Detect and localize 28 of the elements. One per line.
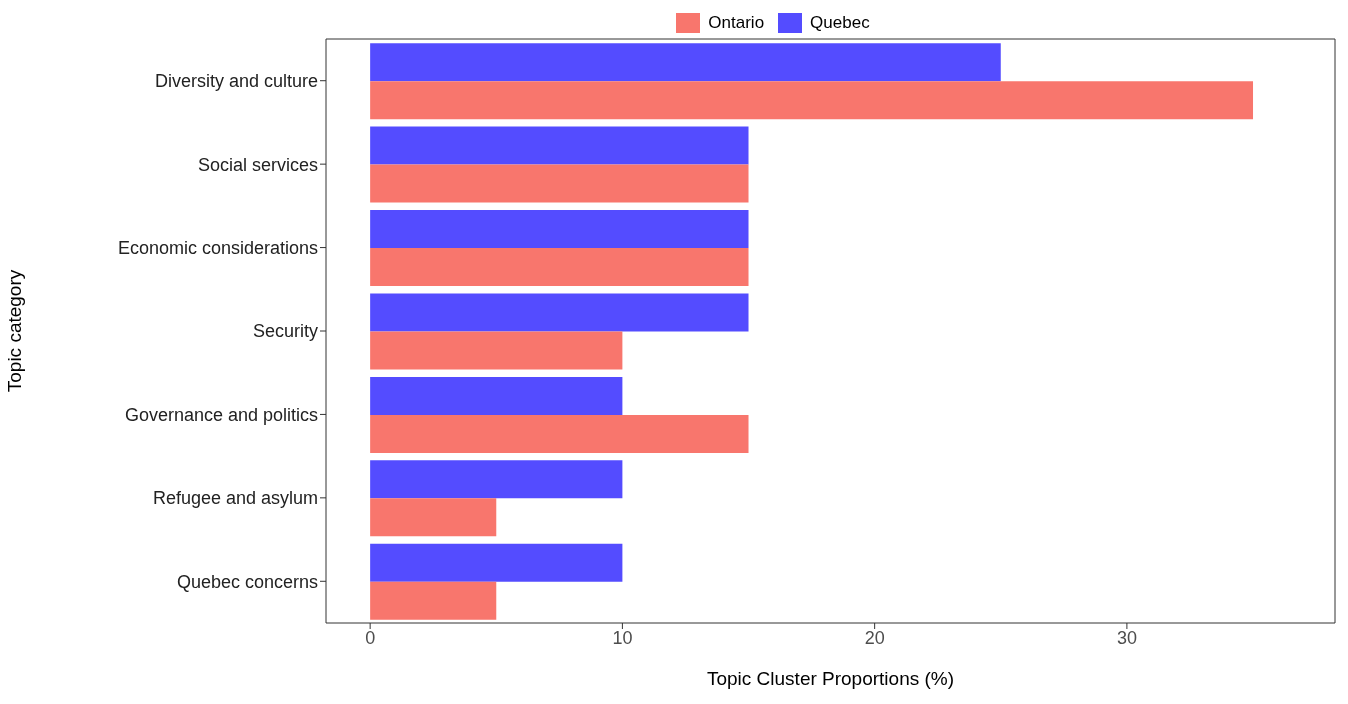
- bar: [370, 460, 623, 499]
- legend-label: Quebec: [809, 13, 870, 33]
- y-tick-label: Governance and politics: [124, 404, 318, 425]
- x-tick-label: 10: [612, 627, 633, 648]
- bar: [370, 81, 1254, 120]
- bar: [370, 210, 749, 249]
- bar: [370, 331, 623, 370]
- bar: [370, 43, 1001, 82]
- y-tick-label: Quebec concerns: [176, 571, 318, 592]
- bar: [370, 248, 749, 287]
- bar: [370, 581, 497, 620]
- y-tick-label: Diversity and culture: [154, 71, 318, 92]
- bar: [370, 376, 623, 415]
- y-tick-label: Refugee and asylum: [152, 488, 318, 509]
- x-tick-label: 30: [1116, 627, 1137, 648]
- x-tick-label: 0: [365, 627, 376, 648]
- bar: [370, 498, 497, 537]
- y-tick-label: Economic considerations: [117, 237, 318, 258]
- x-tick-label: 20: [864, 627, 885, 648]
- x-axis-title: Topic Cluster Proportions (%): [706, 668, 955, 689]
- y-tick-label: Security: [252, 321, 318, 342]
- bar: [370, 414, 749, 453]
- bar: [370, 164, 749, 203]
- y-tick-label: Social services: [197, 154, 318, 175]
- bar: [370, 293, 749, 332]
- legend-label: Ontario: [707, 13, 765, 33]
- bar: [370, 126, 749, 165]
- bar: [370, 543, 623, 582]
